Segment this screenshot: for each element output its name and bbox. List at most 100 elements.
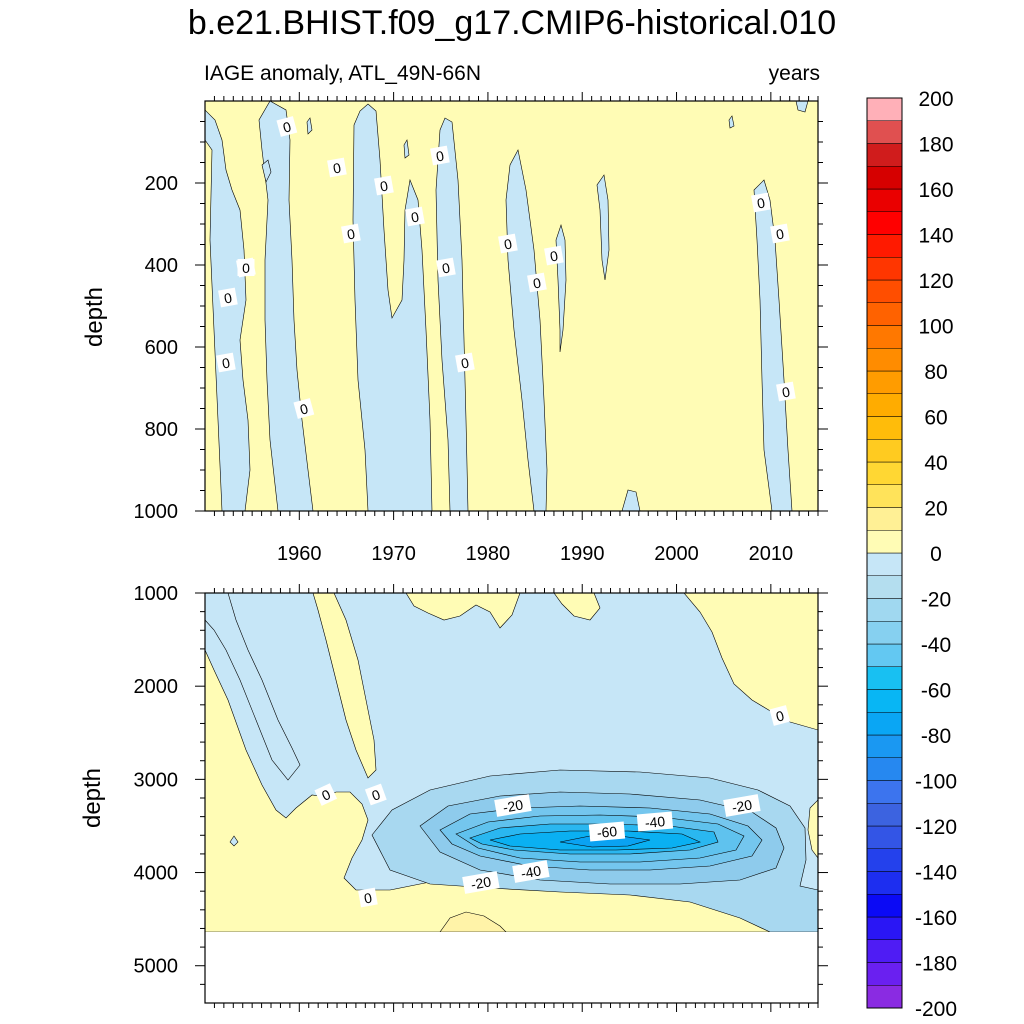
contour-label-text: -20 — [502, 796, 525, 815]
contour-label-text: -40 — [520, 862, 543, 881]
colorbar-tick-label: -200 — [915, 998, 957, 1021]
x-tick-label: 2000 — [654, 543, 699, 565]
colorbar-tick-label: -160 — [915, 907, 957, 930]
neg-region-k — [306, 117, 313, 135]
contour-label-text: 0 — [774, 707, 786, 725]
contour-label-text: 0 — [363, 889, 374, 906]
upper-axis-ticks — [195, 92, 828, 520]
contour-label-text: 0 — [332, 159, 343, 176]
colorbar-tick-label: -60 — [921, 680, 951, 703]
contour-label-text: 0 — [223, 289, 234, 306]
upper-contour-label: 0 — [293, 398, 315, 419]
contour-label-text: 0 — [346, 225, 357, 242]
contour-label-box — [494, 794, 532, 817]
lower-pos-upper-lobe — [368, 593, 521, 629]
upper-contour-label: 0 — [770, 223, 790, 244]
colorbar-tick-label: -140 — [915, 862, 957, 885]
contour-label-text: 0 — [298, 400, 310, 418]
contour-label-box — [364, 783, 387, 806]
lower-y-tick-label: 4000 — [134, 863, 179, 885]
upper-x-tick-labels: 1960 1970 1980 1990 2000 2010 — [277, 543, 793, 565]
x-tick-label: 1980 — [466, 543, 511, 565]
neg-region-m — [728, 115, 735, 129]
contour-label-box — [462, 871, 500, 894]
contour-label-text: 0 — [460, 354, 471, 371]
contour-label-box — [512, 860, 550, 883]
neg-region-h — [753, 179, 793, 511]
neg-region-g — [596, 174, 610, 281]
contour-label-text: 0 — [441, 259, 452, 276]
upper-contour-label: 0 — [405, 206, 425, 227]
colorbar-tick-label: 40 — [924, 452, 947, 475]
contour-label-box — [588, 821, 626, 842]
contour-label-box — [405, 206, 425, 227]
contour-label-text: 0 — [549, 247, 560, 264]
upper-contour-label: 0 — [237, 259, 255, 276]
lower-pos-upper-right — [683, 593, 818, 731]
colorbar-tick-label: 140 — [918, 225, 953, 248]
contour-label-box — [430, 145, 450, 166]
colorbar-tick-label: 80 — [924, 361, 947, 384]
colorbar-tick-label: 180 — [918, 134, 953, 157]
colorbar-tick-label: 160 — [918, 179, 953, 202]
upper-y-tick-label: 600 — [145, 337, 178, 359]
contour-label-text: 0 — [435, 147, 446, 164]
contour-label-text: 0 — [221, 354, 232, 371]
contour-label-box — [341, 223, 361, 244]
contour-label-box — [455, 352, 475, 373]
neg-region-e — [505, 149, 548, 511]
lower-y-tick-label: 1000 — [134, 583, 179, 605]
contour-label-box — [327, 157, 347, 178]
lower-contour-label: -40 — [512, 860, 550, 883]
contour-label-box — [358, 887, 378, 908]
contour-label-box — [218, 287, 238, 308]
neg-region-d — [435, 117, 469, 511]
x-tick-label: 1970 — [371, 543, 416, 565]
colorbar-tick-label: 100 — [918, 316, 953, 339]
upper-contour-label: 0 — [776, 381, 796, 402]
contour-label-box — [751, 192, 771, 213]
upper-contour-label: 0 — [455, 352, 475, 373]
upper-contour-label: 0 — [276, 116, 298, 137]
neg-region-c — [352, 103, 433, 511]
upper-y-tick-label: 200 — [145, 173, 178, 195]
neg-region-j — [261, 159, 272, 183]
upper-contour-label: 0 — [327, 157, 347, 178]
contour-label-text: 0 — [503, 235, 514, 252]
lower-contour-label: -20 — [494, 794, 532, 817]
colorbar-tick-label: 120 — [918, 270, 953, 293]
lower-axis-ticks — [195, 584, 828, 1012]
lower-contour-label: -40 — [636, 811, 674, 832]
colorbar-tick-label: -80 — [921, 725, 951, 748]
lower-panel: 1000 2000 3000 4000 5000 depth 0 0 0 0 -20 -20 -20… — [79, 583, 828, 1012]
lower-contour-label: 0 — [358, 887, 378, 908]
colorbar-frame — [866, 97, 903, 1009]
contour-label-box — [544, 245, 564, 266]
lower-contour-field — [205, 593, 818, 932]
chart-subtitle-left: IAGE anomaly, ATL_49N-66N — [204, 62, 482, 85]
contour-label-box — [293, 398, 315, 419]
colorbar-tick-label: 20 — [924, 498, 947, 521]
upper-contour-labels: 0000000000000000000 — [216, 116, 796, 419]
lower-contour-label: 0 — [314, 783, 338, 806]
upper-contour-label: 0 — [498, 233, 518, 254]
upper-y-tick-label: 1000 — [134, 501, 179, 523]
contour-label-text: -60 — [596, 823, 618, 841]
contour-label-box — [276, 116, 298, 137]
upper-panel: 200 400 600 800 1000 1960 1970 1980 1990 2000 201… — [81, 92, 828, 565]
lower-contour-labels: 0 0 0 0 -20 -20 -20 -40 -40 -60 — [314, 705, 791, 908]
contour-label-text: 0 — [281, 118, 293, 136]
lower-contour-label: -20 — [462, 871, 500, 894]
lower-pos-upper-lobe-2 — [553, 593, 601, 621]
colorbar-tick-label: -20 — [921, 589, 951, 612]
contour-label-box — [770, 223, 790, 244]
upper-y-tick-label: 400 — [145, 255, 178, 277]
contour-label-text: 0 — [379, 177, 390, 194]
lower-contour-label: 0 — [364, 783, 387, 806]
x-tick-label: 2010 — [749, 543, 794, 565]
colorbar-tick-label: -40 — [921, 634, 951, 657]
contour-label-text: -40 — [644, 813, 666, 831]
upper-contour-label: 0 — [374, 175, 394, 196]
neg-region-i — [621, 489, 641, 511]
